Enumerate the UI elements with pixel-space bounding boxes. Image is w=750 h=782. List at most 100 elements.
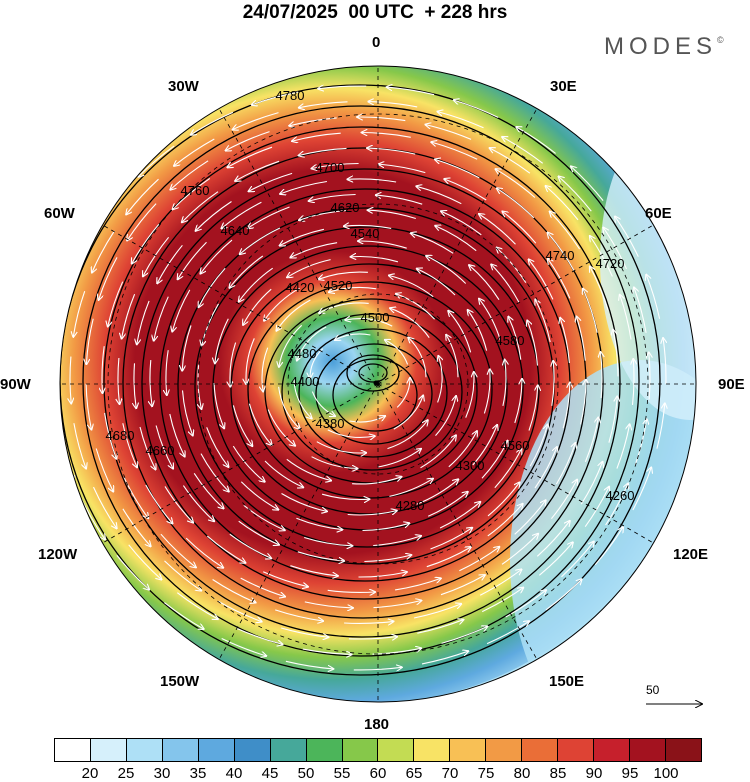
streamline-arrow — [137, 300, 150, 344]
streamline-arrow — [444, 179, 487, 201]
streamline-arrow — [393, 396, 423, 430]
colorbar-tick-label: 85 — [549, 765, 567, 782]
streamline-arrow — [550, 212, 581, 250]
streamline-arrow — [138, 145, 175, 177]
streamline-arrow — [201, 239, 233, 273]
streamline-arrow — [102, 346, 104, 393]
streamline-arrow — [95, 448, 113, 492]
streamline-arrow — [441, 211, 482, 236]
height-contour — [103, 126, 621, 638]
streamline-arrow — [536, 521, 569, 557]
contour-label: 4540 — [351, 226, 380, 241]
contour-label: 4680 — [106, 428, 135, 443]
streamline-arrow — [302, 648, 352, 654]
streamline-arrow — [580, 380, 586, 425]
streamline-arrow — [321, 493, 369, 499]
streamline-arrow — [344, 225, 392, 228]
streamline-arrow — [379, 164, 426, 174]
latitude-circle — [107, 113, 649, 655]
streamline-arrow — [249, 172, 293, 191]
streamline-arrow — [132, 223, 160, 263]
colorbar-tick-label: 75 — [477, 765, 495, 782]
streamline-arrow — [299, 209, 347, 221]
streamline-arrow — [390, 308, 430, 339]
brand-logo: MODES© — [604, 33, 724, 61]
streamline-arrow — [490, 148, 531, 174]
streamline-arrow — [441, 627, 488, 644]
streamline-arrow — [99, 257, 118, 299]
streamline-arrow — [232, 405, 252, 446]
colorbar — [54, 738, 702, 762]
streamline-arrow — [126, 178, 159, 214]
streamline-arrow — [196, 201, 232, 231]
streamline-arrow — [508, 317, 522, 360]
streamline-arrow — [289, 117, 337, 126]
streamline-arrow — [479, 570, 521, 596]
streamline-arrow — [448, 431, 477, 468]
streamline-arrow — [538, 542, 573, 576]
streamline-arrow — [413, 604, 461, 619]
contour-label: 4380 — [316, 416, 345, 431]
streamline-arrow — [316, 441, 366, 453]
streamline-arrow — [416, 186, 462, 205]
streamline-arrow — [123, 477, 148, 518]
streamline-arrow — [396, 378, 410, 408]
streamline-arrow — [376, 195, 423, 205]
streamline-arrow — [176, 592, 218, 619]
streamline-arrow — [312, 162, 359, 169]
height-contour — [346, 354, 400, 392]
contour-label: 4300 — [456, 458, 485, 473]
streamline-arrow — [615, 217, 639, 257]
streamline-arrow — [264, 287, 300, 320]
contour-label: 4740 — [546, 248, 575, 263]
streamline-arrow — [200, 453, 229, 492]
streamline-arrow — [344, 621, 393, 623]
streamline-arrow — [277, 299, 311, 331]
contour-label: 4760 — [181, 183, 210, 198]
colorbar-swatch — [342, 739, 379, 761]
streamline-arrow — [297, 551, 344, 561]
streamline-arrow — [286, 458, 331, 480]
contour-label: 4420 — [286, 280, 315, 295]
streamline-arrow — [238, 520, 279, 545]
height-contour — [358, 363, 388, 383]
streamline-arrow — [472, 425, 497, 466]
streamline-arrow — [150, 360, 152, 406]
streamline-arrow — [435, 159, 480, 179]
streamline-arrow — [514, 379, 522, 424]
streamline-arrow — [86, 318, 94, 364]
streamline-arrow — [546, 186, 579, 221]
contour-label: 4280 — [396, 498, 425, 513]
streamline-arrow — [304, 601, 353, 608]
colorbar-tick-label: 65 — [405, 765, 423, 782]
streamline-arrow — [182, 485, 214, 522]
contour-label: 4780 — [276, 88, 305, 103]
streamline-arrow — [357, 117, 406, 122]
longitude-label-150e: 150E — [549, 673, 585, 690]
streamline-arrow — [285, 660, 333, 669]
streamline-arrow — [663, 338, 666, 384]
streamline-arrow — [171, 160, 209, 190]
longitude-label-120w: 120W — [38, 546, 78, 563]
colorbar-tick-label: 30 — [153, 765, 171, 782]
map-border — [59, 65, 697, 703]
streamline-arrow — [486, 621, 529, 645]
streamline-arrow — [389, 479, 432, 497]
colorbar-tick-label: 45 — [261, 765, 279, 782]
streamline-arrow — [248, 403, 271, 445]
streamline-arrow — [501, 534, 538, 565]
streamline-arrow — [656, 404, 665, 449]
streamline-arrow — [335, 333, 371, 340]
streamline-arrow — [633, 359, 634, 405]
streamline-arrow — [559, 177, 592, 212]
contour-label: 4500 — [361, 310, 390, 325]
streamline-arrow — [594, 527, 623, 566]
streamline-arrow — [160, 533, 196, 567]
streamline-arrow — [420, 435, 456, 469]
streamline-arrow — [503, 360, 506, 407]
contour-label: 4700 — [316, 160, 345, 175]
streamline-arrow — [311, 456, 358, 469]
colorbar-swatch — [522, 739, 559, 761]
streamline-arrow — [590, 236, 613, 277]
contour-label: 4520 — [324, 278, 353, 293]
